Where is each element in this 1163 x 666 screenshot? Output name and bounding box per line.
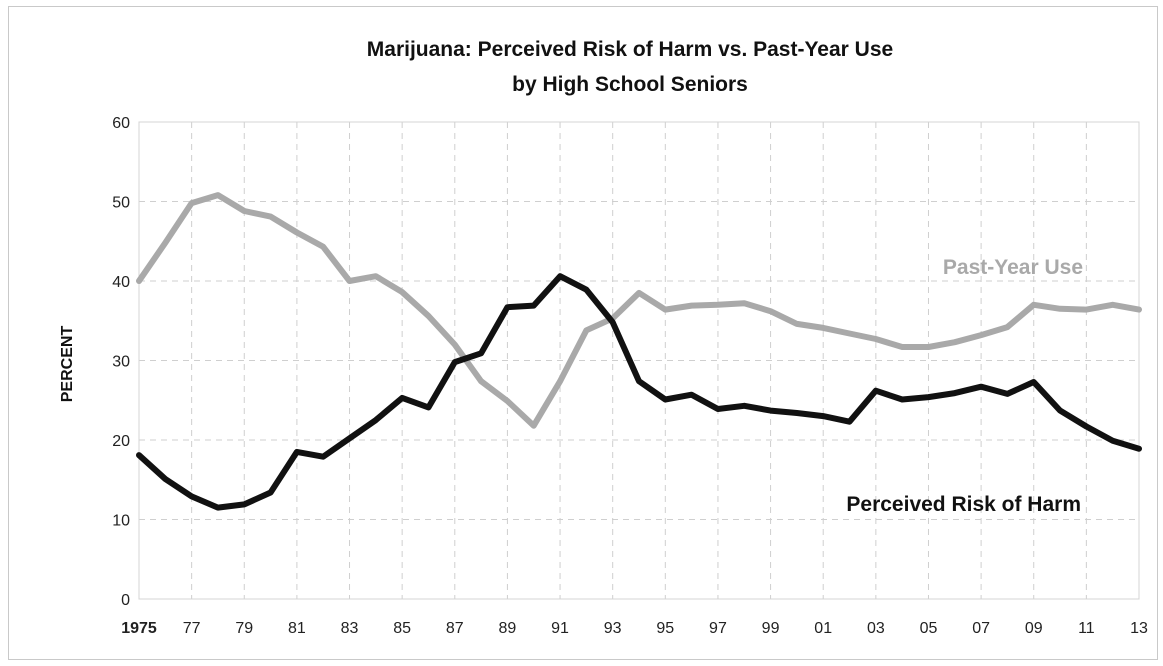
x-axis-ticks: 1975 77 79 81 83 85 87 89 91 93 95 97 99 01 03 05 07 09 11… [121,620,1148,637]
x-tick-label: 03 [867,620,885,637]
x-tick-label: 97 [709,620,727,637]
y-tick-label: 40 [112,274,130,291]
perceived-risk-of-harm-line [136,273,1142,511]
x-tick-label: 85 [393,620,411,637]
chart-frame: Marijuana: Perceived Risk of Harm vs. Pa… [8,6,1158,660]
y-tick-label: 60 [112,115,130,132]
x-tick-label: 77 [183,620,201,637]
chart-title: Marijuana: Perceived Risk of Harm vs. Pa… [367,38,893,61]
past-year-use-line [136,192,1142,429]
y-axis-label: PERCENT [59,326,76,403]
x-tick-label: 81 [288,620,306,637]
x-tick-label: 11 [1078,620,1095,637]
y-axis-ticks: 0 10 20 30 40 50 60 [112,115,130,609]
y-tick-label: 0 [121,592,130,609]
plot-area-border [138,121,1140,600]
y-tick-label: 20 [112,433,130,450]
perceived-risk-label: Perceived Risk of Harm [846,493,1081,516]
y-tick-label: 30 [112,354,130,371]
x-tick-label: 13 [1130,620,1148,637]
past-year-use-label: Past-Year Use [943,256,1083,279]
x-tick-label: 01 [814,620,832,637]
y-tick-label: 50 [112,195,130,212]
x-tick-label: 83 [341,620,359,637]
x-tick-label: 87 [446,620,464,637]
x-tick-label: 1975 [121,620,157,637]
y-tick-label: 10 [112,513,130,530]
series-lines [136,192,1142,511]
x-tick-label: 07 [972,620,990,637]
chart-subtitle: by High School Seniors [512,73,748,96]
x-tick-label: 79 [235,620,253,637]
line-chart: Marijuana: Perceived Risk of Harm vs. Pa… [59,38,1148,637]
x-tick-label: 05 [920,620,938,637]
x-tick-label: 91 [551,620,569,637]
x-tick-label: 95 [656,620,674,637]
x-tick-label: 99 [762,620,780,637]
x-tick-label: 93 [604,620,622,637]
gridlines [139,122,1139,599]
x-tick-label: 09 [1025,620,1043,637]
x-tick-label: 89 [499,620,517,637]
